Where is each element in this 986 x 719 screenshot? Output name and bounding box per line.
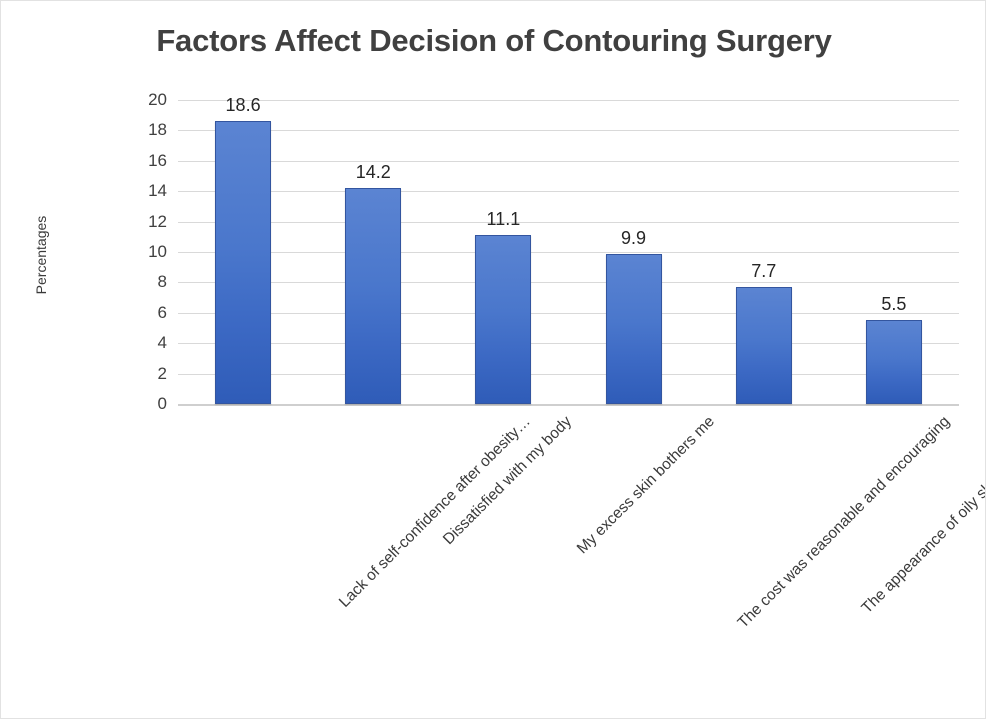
bar[interactable] (475, 235, 532, 404)
bar[interactable] (605, 253, 662, 404)
bar-slot: 18.6 (178, 95, 308, 404)
gridline (178, 282, 959, 284)
bar[interactable] (215, 121, 272, 404)
bar-value-label: 7.7 (751, 260, 777, 281)
y-tick-label: 0 (157, 394, 167, 413)
y-tick-label: 2 (157, 363, 167, 383)
gridline (178, 343, 959, 345)
bar-slot: 9.9 (569, 100, 699, 404)
gridline (178, 252, 959, 253)
x-axis-label: My excess skin bothers me (573, 413, 718, 558)
x-axis-label: The cost was reasonable and encouraging (734, 413, 954, 632)
y-tick-label: 8 (157, 272, 167, 292)
gridline (178, 100, 959, 101)
bar-value-label: 9.9 (621, 227, 647, 248)
y-tick-label: 14 (148, 181, 167, 201)
bar-slot: 11.1 (438, 100, 568, 404)
gridline (178, 191, 959, 193)
bar[interactable] (735, 286, 792, 404)
gridline (178, 130, 959, 132)
bar-slot: 5.5 (829, 100, 959, 404)
y-tick-label: 20 (148, 90, 167, 109)
y-tick-label: 18 (148, 120, 167, 140)
bar-series: 18.6 14.2 11.1 9.9 7.7 5.5 (178, 95, 959, 404)
y-tick-label: 12 (148, 211, 167, 231)
gridline (178, 373, 959, 375)
x-axis-label: Lack of self-confidence after obesity… (335, 413, 534, 611)
gridline (178, 312, 959, 314)
y-tick-label: 10 (148, 242, 167, 261)
chart-title: Factors Affect Decision of Contouring Su… (156, 23, 832, 58)
plot-area: 20 18 16 14 12 10 8 6 4 2 0 18.6 14.2 11.1 9.9 7.7 5.5 (148, 90, 959, 413)
bar-value-label: 18.6 (225, 95, 261, 116)
y-tick-label: 6 (157, 302, 167, 322)
bar-value-label: 5.5 (881, 294, 907, 315)
bar-value-label: 11.1 (486, 209, 521, 230)
y-axis-title: Percentages (33, 215, 49, 295)
gridline (178, 404, 959, 406)
x-axis-labels: Lack of self-confidence after obesity… Di… (178, 407, 985, 707)
bar[interactable] (865, 320, 922, 404)
bar-slot: 14.2 (308, 100, 438, 404)
bar-value-label: 14.2 (355, 162, 391, 183)
bar-slot: 7.7 (699, 100, 829, 404)
y-tick-label: 16 (148, 150, 167, 170)
y-tick-label: 4 (157, 333, 167, 353)
gridline (178, 160, 959, 162)
gridline (178, 221, 959, 223)
bar[interactable] (345, 188, 402, 404)
